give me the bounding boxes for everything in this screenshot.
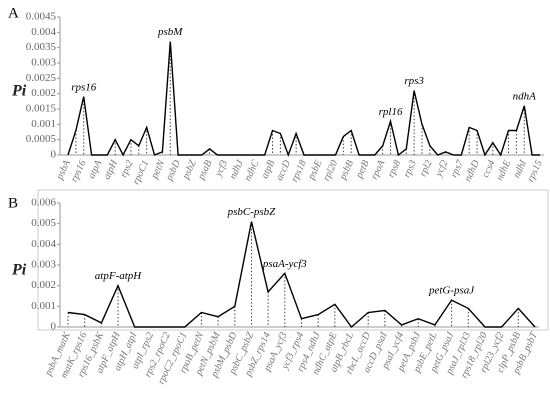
data-line bbox=[67, 41, 540, 158]
panel-label: A bbox=[8, 5, 19, 21]
annotation: psaA-ycf3 bbox=[262, 258, 307, 270]
y-tick-label: 0.003 bbox=[31, 57, 56, 69]
y-axis-label: Pi bbox=[11, 262, 27, 279]
y-axis-label: Pi bbox=[11, 83, 27, 100]
data-line bbox=[67, 221, 536, 329]
y-tick-label: 0.004 bbox=[31, 238, 56, 250]
annotation: psbM bbox=[157, 26, 183, 38]
y-tick-label: 0.002 bbox=[31, 279, 56, 291]
y-tick-label: 0.004 bbox=[31, 26, 56, 38]
annotation: rps16 bbox=[71, 81, 97, 93]
y-tick-label: 0.003 bbox=[31, 259, 56, 271]
panel-frame bbox=[37, 189, 549, 331]
annotation: ndhA bbox=[513, 90, 537, 102]
annotation: rps3 bbox=[404, 75, 424, 87]
panel-label: B bbox=[8, 195, 18, 211]
annotation: atpF-atpH bbox=[95, 270, 142, 282]
y-tick-label: 0.005 bbox=[31, 217, 56, 229]
y-tick-label: 0.0045 bbox=[26, 11, 57, 23]
y-tick-label: 0.001 bbox=[31, 118, 56, 130]
annotation: rpl16 bbox=[379, 106, 403, 118]
y-tick-label: 0.0015 bbox=[26, 103, 57, 115]
y-tick-label: 0.006 bbox=[31, 197, 56, 209]
annotation: psbC-psbZ bbox=[227, 206, 277, 218]
annotation: petG-psaJ bbox=[428, 285, 475, 297]
y-tick-label: 0 bbox=[51, 321, 57, 333]
y-tick-label: 0.0005 bbox=[26, 133, 57, 145]
y-tick-label: 0.001 bbox=[31, 300, 56, 312]
y-tick-label: 0.0025 bbox=[26, 72, 57, 84]
y-tick-label: 0.002 bbox=[31, 87, 56, 99]
y-tick-label: 0.0035 bbox=[26, 41, 57, 53]
y-tick-label: 0 bbox=[51, 149, 57, 161]
